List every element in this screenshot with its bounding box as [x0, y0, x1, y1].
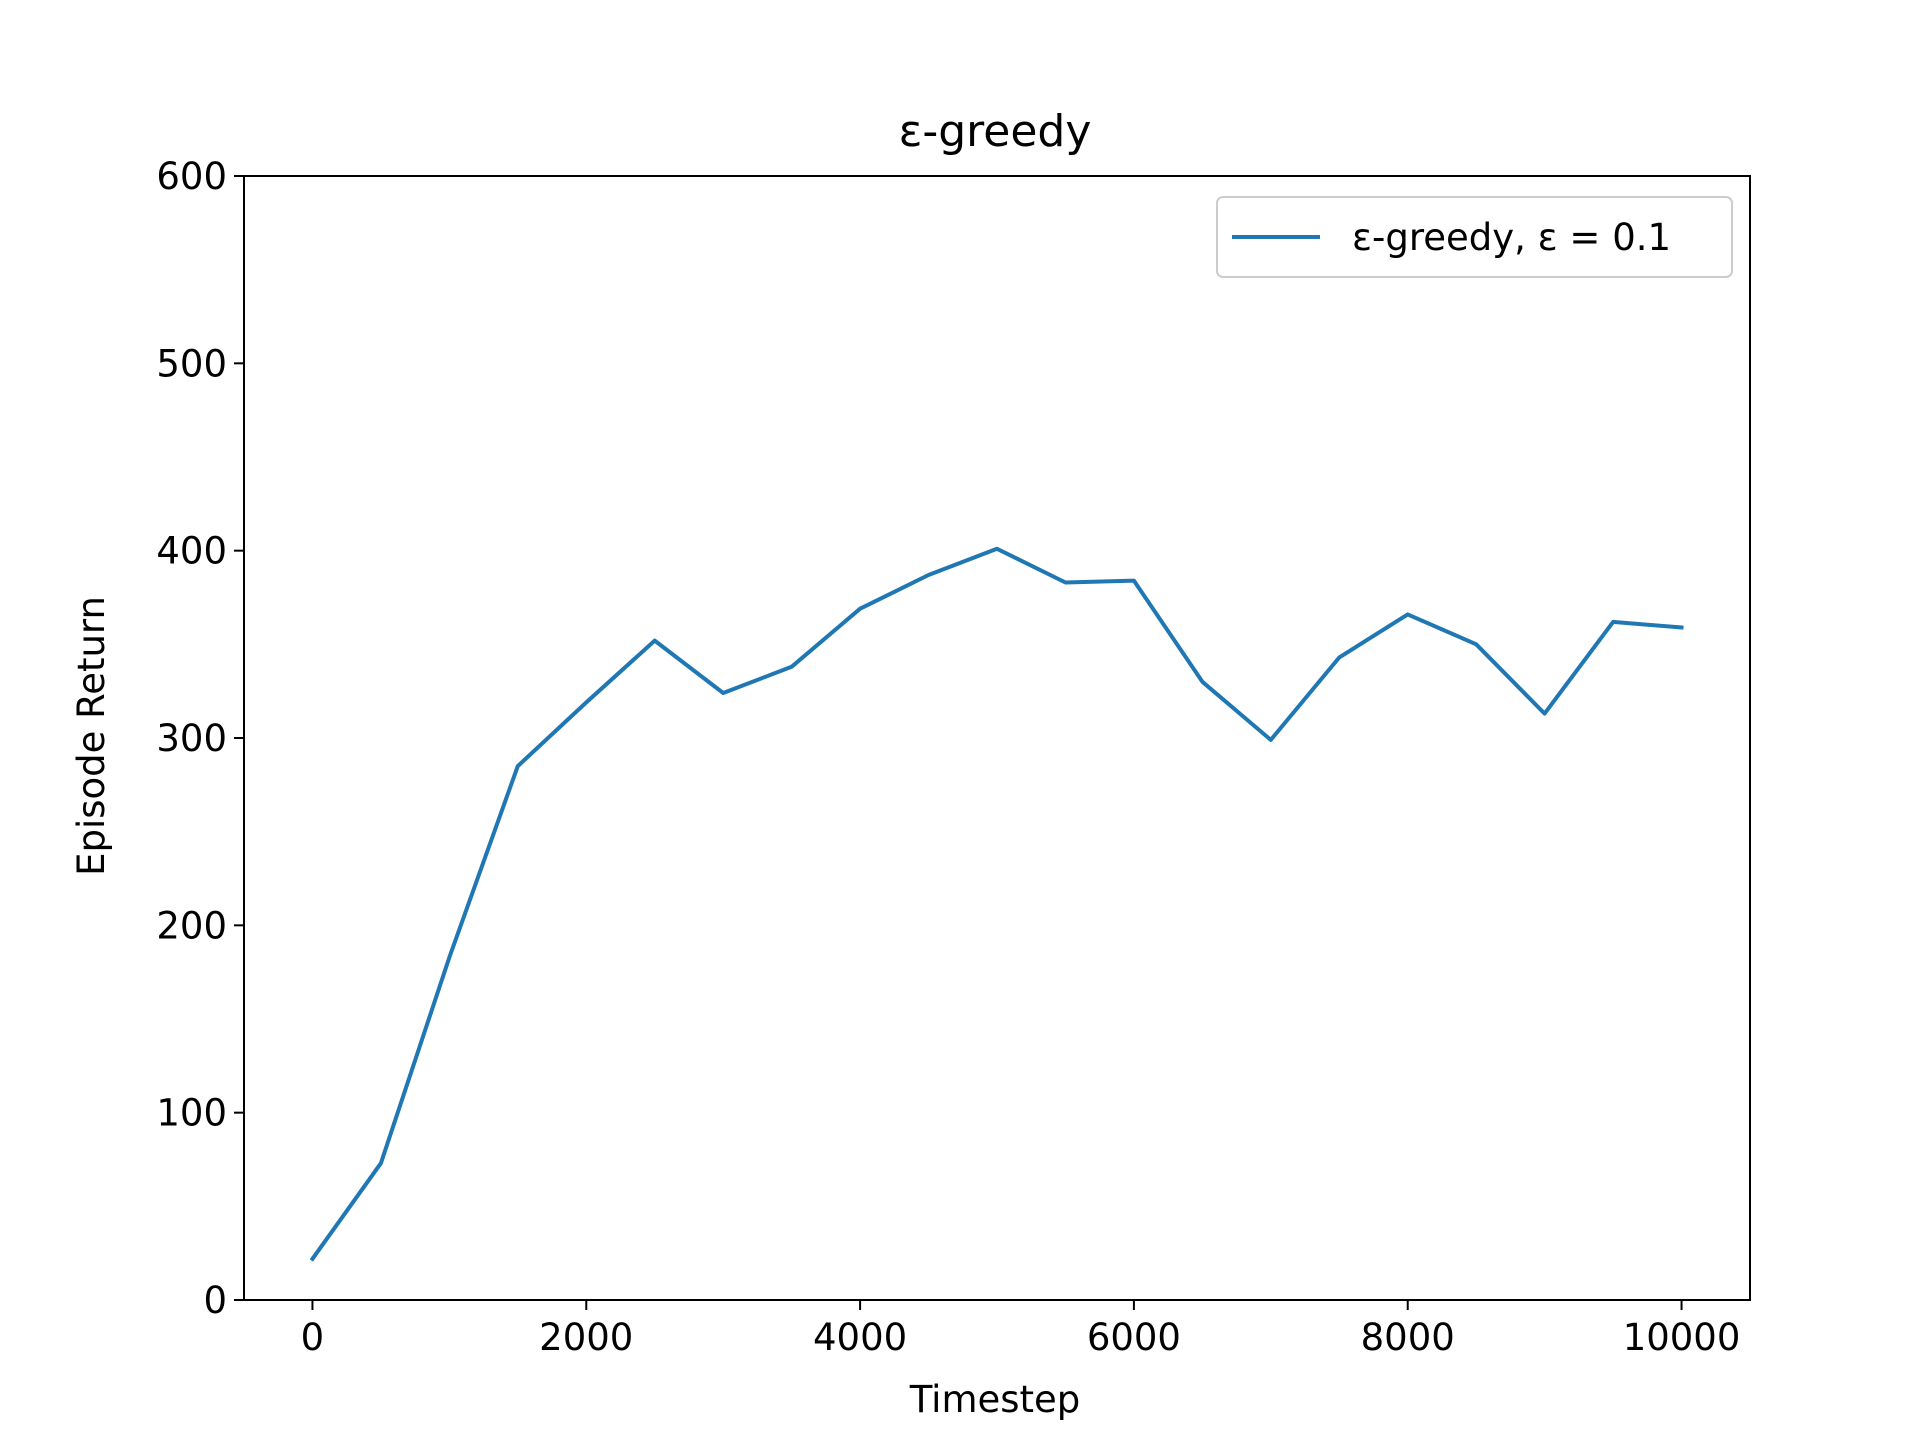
x-tick-label: 2000	[539, 1316, 633, 1359]
x-tick-label: 6000	[1087, 1316, 1181, 1359]
y-axis-label: Episode Return	[70, 596, 113, 876]
y-tick-label: 200	[156, 904, 227, 947]
x-tick-label: 10000	[1623, 1316, 1741, 1359]
legend: ε-greedy, ε = 0.1	[1216, 196, 1733, 278]
x-tick-label: 4000	[813, 1316, 907, 1359]
series-line-0	[309, 546, 1684, 1262]
y-tick-label: 500	[156, 342, 227, 385]
y-tick-label: 300	[156, 717, 227, 760]
x-tick-label: 0	[301, 1316, 325, 1359]
x-axis-label: Timestep	[909, 1378, 1081, 1421]
y-tick-label: 400	[156, 530, 227, 573]
legend-box	[1216, 196, 1733, 278]
y-tick-label: 0	[203, 1279, 227, 1322]
x-tick-label: 8000	[1361, 1316, 1455, 1359]
legend-label-0: ε-greedy, ε = 0.1	[1352, 216, 1671, 259]
plot-area: 0 2000 4000 6000 8000 10000 0 100 200 300 400 500 60…	[156, 155, 1751, 1359]
chart-title: ε-greedy	[899, 106, 1092, 157]
y-tick-label: 600	[156, 155, 227, 198]
y-tick-label: 100	[156, 1092, 227, 1135]
